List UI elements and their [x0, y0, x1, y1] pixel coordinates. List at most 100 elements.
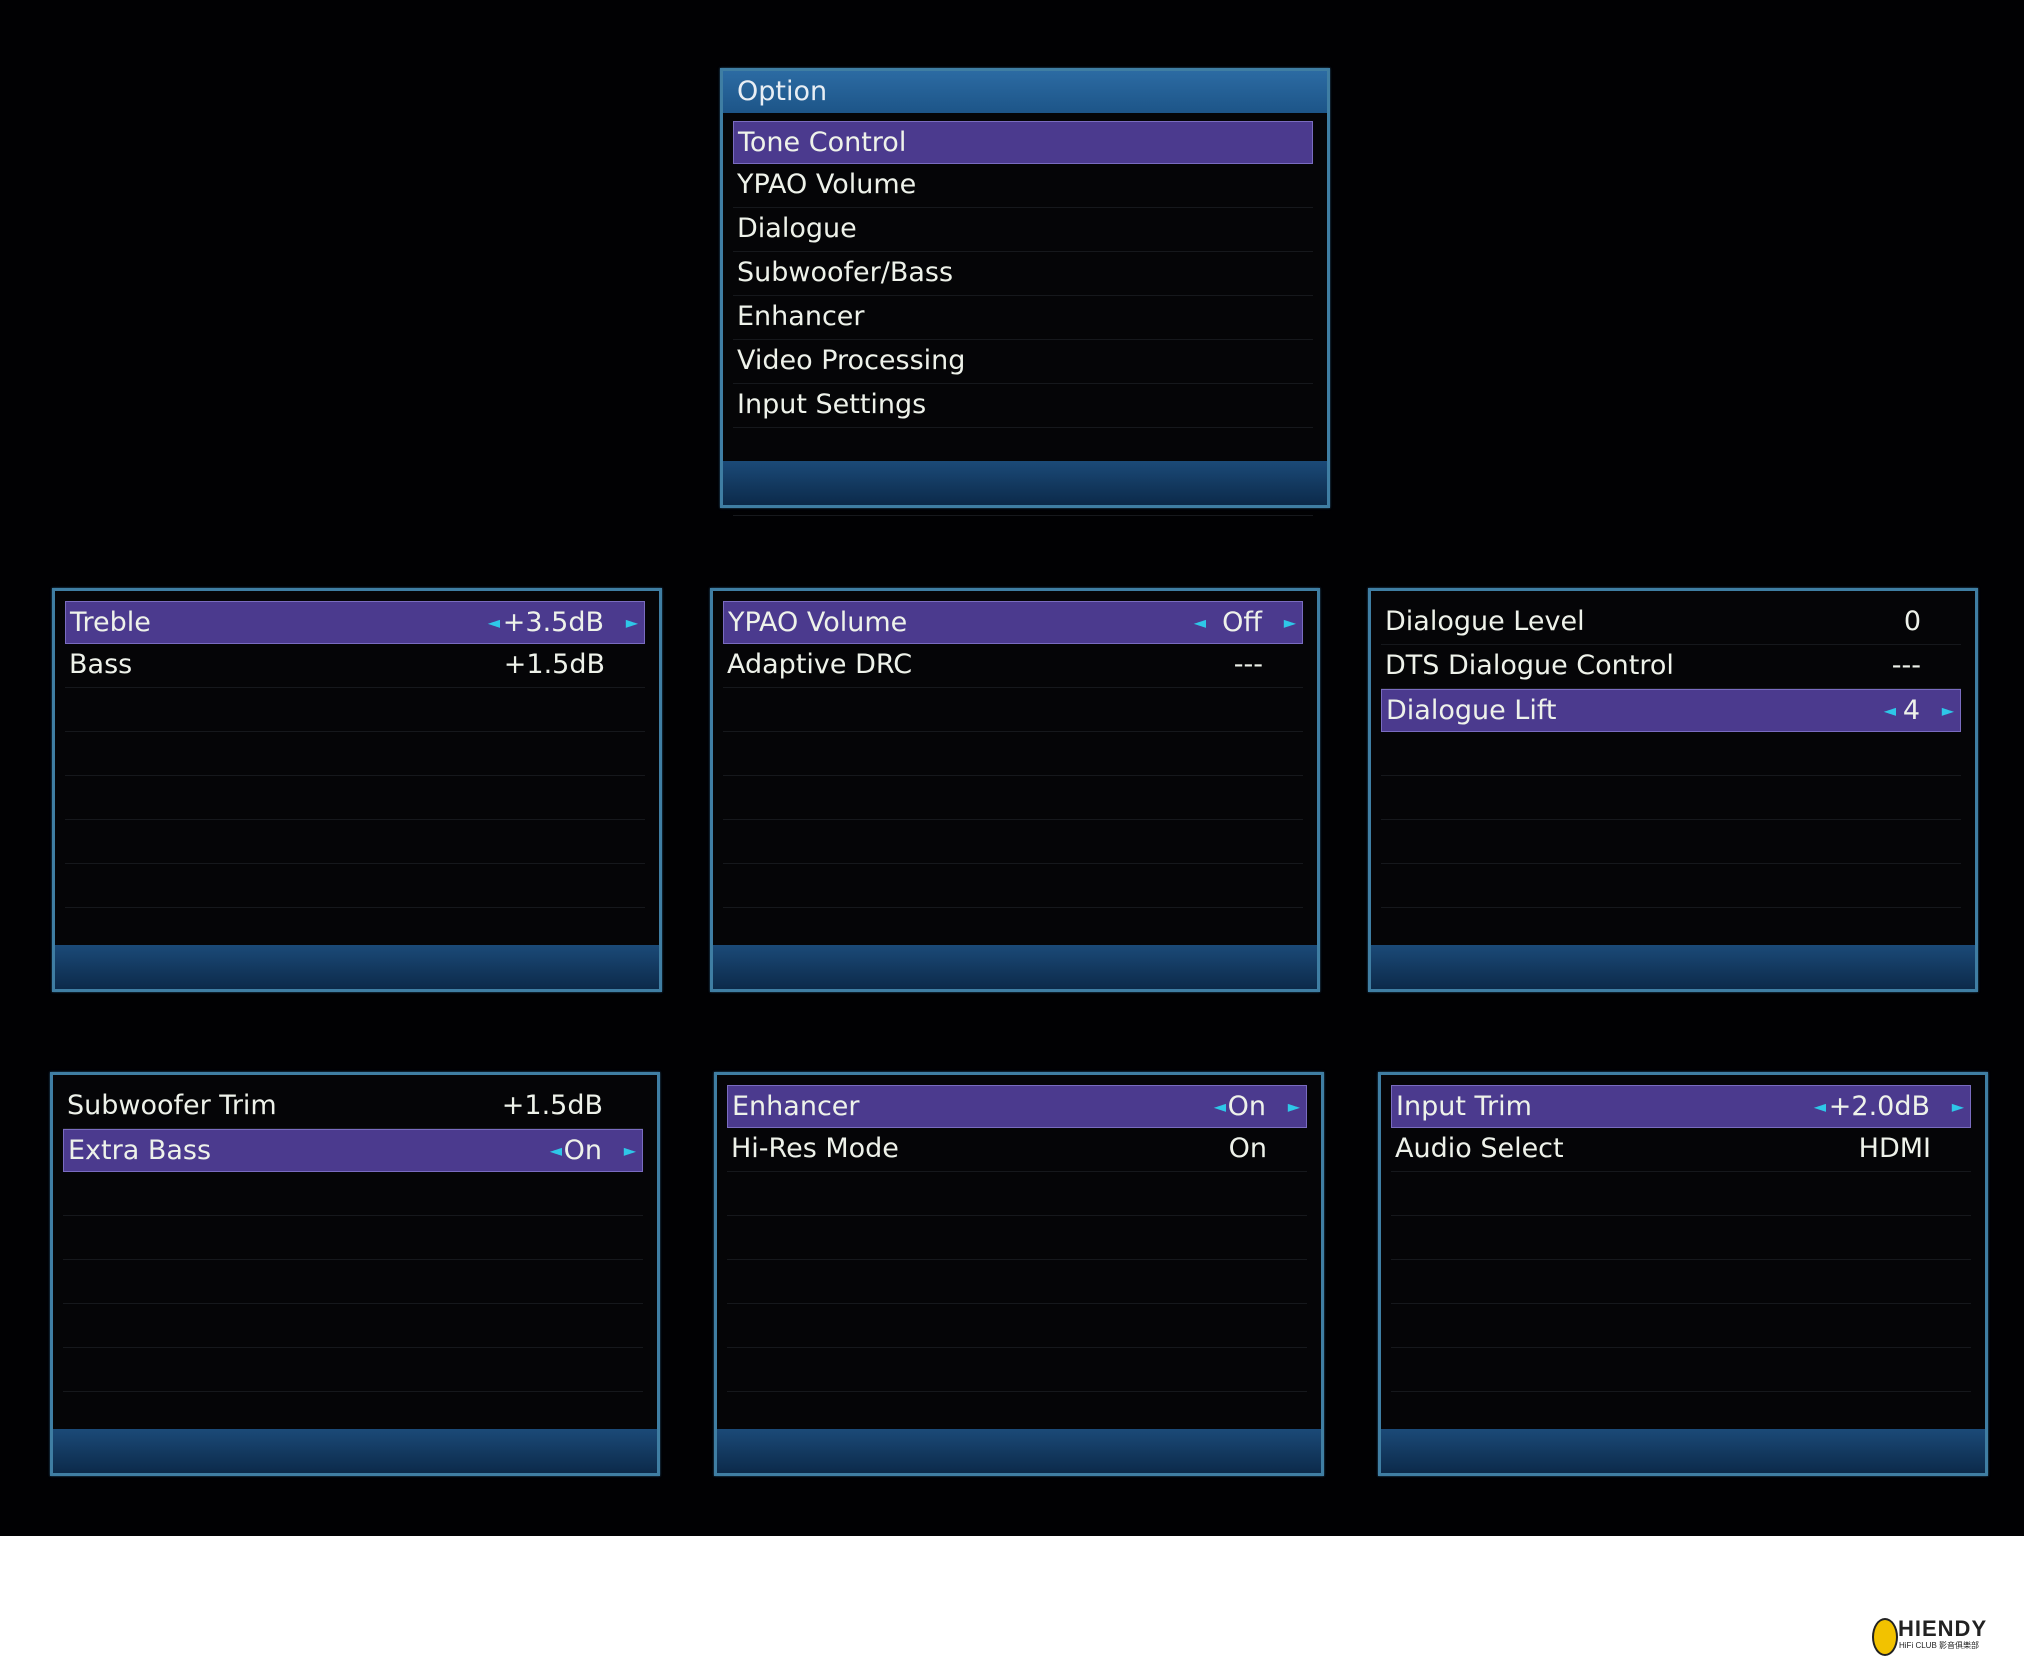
menu-item-label: Subwoofer/Bass	[737, 257, 954, 288]
setting-value: +3.5dB	[502, 607, 604, 638]
option-menu-item[interactable]: Enhancer	[733, 296, 1313, 340]
setting-row[interactable]: Bass +1.5dB	[65, 644, 645, 688]
option-menu-item[interactable]: Video Processing	[733, 340, 1313, 384]
panel-body: Input Trim +2.0dB ◄ ► Audio Select HDMI	[1391, 1085, 1971, 1436]
setting-row[interactable]: Dialogue Lift 4 ◄ ►	[1381, 689, 1961, 732]
setting-label: Input Trim	[1396, 1091, 1532, 1122]
setting-value: HDMI	[1858, 1133, 1931, 1164]
setting-value: On	[563, 1135, 602, 1166]
option-menu: Option Tone Control YPAO Volume Dialogue Su…	[720, 68, 1330, 516]
arrow-left-icon[interactable]: ◄	[487, 613, 500, 632]
menu-footer	[723, 461, 1327, 505]
panel-body: Enhancer On ◄ ► Hi-Res Mode On	[727, 1085, 1307, 1436]
setting-label: Treble	[70, 607, 151, 638]
setting-value: ---	[1233, 649, 1263, 680]
empty-row	[63, 1172, 643, 1216]
empty-row	[63, 1348, 643, 1392]
option-menu-title: Option	[723, 71, 1327, 113]
setting-row[interactable]: Dialogue Level 0	[1381, 601, 1961, 645]
empty-row	[65, 688, 645, 732]
empty-row	[1381, 864, 1961, 908]
arrow-left-icon[interactable]: ◄	[1213, 1097, 1226, 1116]
empty-row	[65, 864, 645, 908]
empty-row	[727, 1216, 1307, 1260]
setting-row[interactable]: Hi-Res Mode On	[727, 1128, 1307, 1172]
arrow-right-icon[interactable]: ►	[623, 1141, 636, 1160]
arrow-right-icon[interactable]: ►	[1283, 613, 1296, 632]
panel-body: YPAO Volume Off ◄ ► Adaptive DRC ---	[723, 601, 1303, 952]
option-menu-item[interactable]: Input Settings	[733, 384, 1313, 428]
setting-value: On	[1228, 1133, 1267, 1164]
setting-label: YPAO Volume	[728, 607, 908, 638]
setting-value: +1.5dB	[503, 649, 605, 680]
settings-panel: Dialogue Level 0 DTS Dialogue Control --- Di…	[1368, 588, 1978, 992]
menu-item-label: Input Settings	[737, 389, 927, 420]
option-menu-item[interactable]: Tone Control	[733, 121, 1313, 164]
logo-name: HIENDY	[1898, 1616, 1988, 1641]
menu-item-label: Video Processing	[737, 345, 966, 376]
empty-row	[63, 1260, 643, 1304]
setting-row[interactable]: Adaptive DRC ---	[723, 644, 1303, 688]
empty-row	[1381, 820, 1961, 864]
empty-row	[63, 1216, 643, 1260]
setting-value: 4	[1902, 695, 1920, 726]
setting-row[interactable]: Enhancer On ◄ ►	[727, 1085, 1307, 1128]
arrow-left-icon[interactable]: ◄	[1193, 613, 1206, 632]
empty-row	[1391, 1260, 1971, 1304]
logo-disc-icon	[1872, 1618, 1898, 1656]
settings-panel: Subwoofer Trim +1.5dB Extra Bass On ◄ ►	[50, 1072, 660, 1476]
setting-label: DTS Dialogue Control	[1385, 650, 1674, 681]
setting-label: Enhancer	[732, 1091, 860, 1122]
menu-item-label: Dialogue	[737, 213, 857, 244]
panel-footer	[55, 945, 659, 989]
arrow-right-icon[interactable]: ►	[1287, 1097, 1300, 1116]
setting-label: Hi-Res Mode	[731, 1133, 899, 1164]
arrow-left-icon[interactable]: ◄	[1813, 1097, 1826, 1116]
setting-row[interactable]: DTS Dialogue Control ---	[1381, 645, 1961, 689]
arrow-right-icon[interactable]: ►	[1941, 701, 1954, 720]
setting-row[interactable]: Audio Select HDMI	[1391, 1128, 1971, 1172]
panel-body: Treble +3.5dB ◄ ► Bass +1.5dB	[65, 601, 645, 952]
hiendy-watermark: HIENDY HiFi CLUB 影音俱樂部	[1872, 1616, 2022, 1656]
option-menu-item[interactable]: Dialogue	[733, 208, 1313, 252]
setting-row[interactable]: Input Trim +2.0dB ◄ ►	[1391, 1085, 1971, 1128]
panel-footer	[717, 1429, 1321, 1473]
empty-row	[723, 688, 1303, 732]
setting-row[interactable]: YPAO Volume Off ◄ ►	[723, 601, 1303, 644]
logo-sub: HiFi CLUB 影音俱樂部	[1899, 1641, 1980, 1650]
arrow-right-icon[interactable]: ►	[625, 613, 638, 632]
menu-item-label: YPAO Volume	[737, 169, 917, 200]
empty-row	[65, 732, 645, 776]
empty-row	[727, 1260, 1307, 1304]
empty-row	[65, 820, 645, 864]
empty-row	[1381, 732, 1961, 776]
settings-panel: Input Trim +2.0dB ◄ ► Audio Select HDMI	[1378, 1072, 1988, 1476]
setting-row[interactable]: Treble +3.5dB ◄ ►	[65, 601, 645, 644]
setting-label: Audio Select	[1395, 1133, 1564, 1164]
empty-row	[727, 1304, 1307, 1348]
arrow-left-icon[interactable]: ◄	[1883, 701, 1896, 720]
settings-panel: Enhancer On ◄ ► Hi-Res Mode On	[714, 1072, 1324, 1476]
setting-label: Subwoofer Trim	[67, 1090, 277, 1121]
tv-screen: Option Tone Control YPAO Volume Dialogue Su…	[0, 0, 2024, 1536]
empty-row	[1391, 1348, 1971, 1392]
option-menu-item[interactable]: Subwoofer/Bass	[733, 252, 1313, 296]
setting-row[interactable]: Subwoofer Trim +1.5dB	[63, 1085, 643, 1129]
empty-row	[63, 1304, 643, 1348]
menu-item-label: Enhancer	[737, 301, 865, 332]
arrow-left-icon[interactable]: ◄	[549, 1141, 562, 1160]
setting-value: Off	[1222, 607, 1262, 638]
setting-label: Dialogue Level	[1385, 606, 1585, 637]
empty-row	[1391, 1304, 1971, 1348]
panel-body: Subwoofer Trim +1.5dB Extra Bass On ◄ ►	[63, 1085, 643, 1436]
panel-footer	[713, 945, 1317, 989]
empty-row	[727, 1348, 1307, 1392]
empty-row	[723, 820, 1303, 864]
option-menu-item[interactable]: YPAO Volume	[733, 164, 1313, 208]
empty-row	[1391, 1172, 1971, 1216]
setting-value: +1.5dB	[501, 1090, 603, 1121]
arrow-right-icon[interactable]: ►	[1951, 1097, 1964, 1116]
setting-row[interactable]: Extra Bass On ◄ ►	[63, 1129, 643, 1172]
setting-value: +2.0dB	[1828, 1091, 1930, 1122]
empty-row	[727, 1172, 1307, 1216]
